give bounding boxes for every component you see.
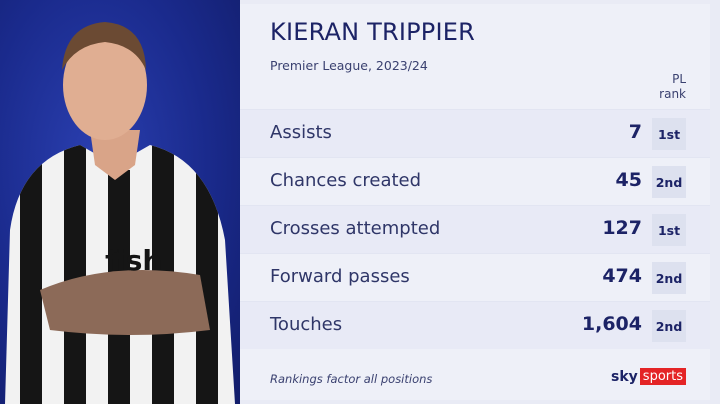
rank-header-line2: rank — [659, 87, 686, 101]
rank-header-line1: PL — [672, 72, 686, 86]
stat-row: Touches 1,604 2nd — [240, 301, 710, 349]
stat-row: Forward passes 474 2nd — [240, 253, 710, 301]
competition-season: Premier League, 2023/24 — [270, 58, 428, 73]
stat-label: Crosses attempted — [270, 218, 441, 239]
stat-rank: 1st — [652, 214, 686, 246]
player-photo-panel: fish — [0, 0, 240, 404]
stat-row: Assists 7 1st — [240, 109, 710, 157]
player-photo: fish — [5, 22, 235, 404]
player-name: KIERAN TRIPPIER — [270, 18, 475, 46]
stat-label: Assists — [270, 122, 332, 143]
stat-rank: 2nd — [652, 262, 686, 294]
stat-value: 1,604 — [581, 313, 642, 335]
stats-panel: KIERAN TRIPPIER Premier League, 2023/24 … — [240, 4, 710, 400]
rank-column-header: PL rank — [659, 72, 686, 102]
footnote: Rankings factor all positions — [270, 372, 433, 386]
stat-value: 474 — [602, 265, 642, 287]
stat-label: Forward passes — [270, 266, 410, 287]
stat-rank: 2nd — [652, 310, 686, 342]
stat-rank: 1st — [652, 118, 686, 150]
stat-label: Chances created — [270, 170, 422, 191]
stat-value: 127 — [602, 217, 642, 239]
logo-sports: sports — [639, 368, 686, 385]
sky-sports-logo: sky sports — [611, 368, 686, 385]
stat-row: Chances created 45 2nd — [240, 157, 710, 205]
stat-row: Crosses attempted 127 1st — [240, 205, 710, 253]
stat-rank: 2nd — [652, 166, 686, 198]
stat-value: 7 — [628, 121, 642, 143]
svg-text:fish: fish — [105, 244, 162, 277]
logo-sky: sky — [611, 368, 638, 385]
stat-label: Touches — [270, 314, 343, 335]
stat-value: 45 — [615, 169, 642, 191]
